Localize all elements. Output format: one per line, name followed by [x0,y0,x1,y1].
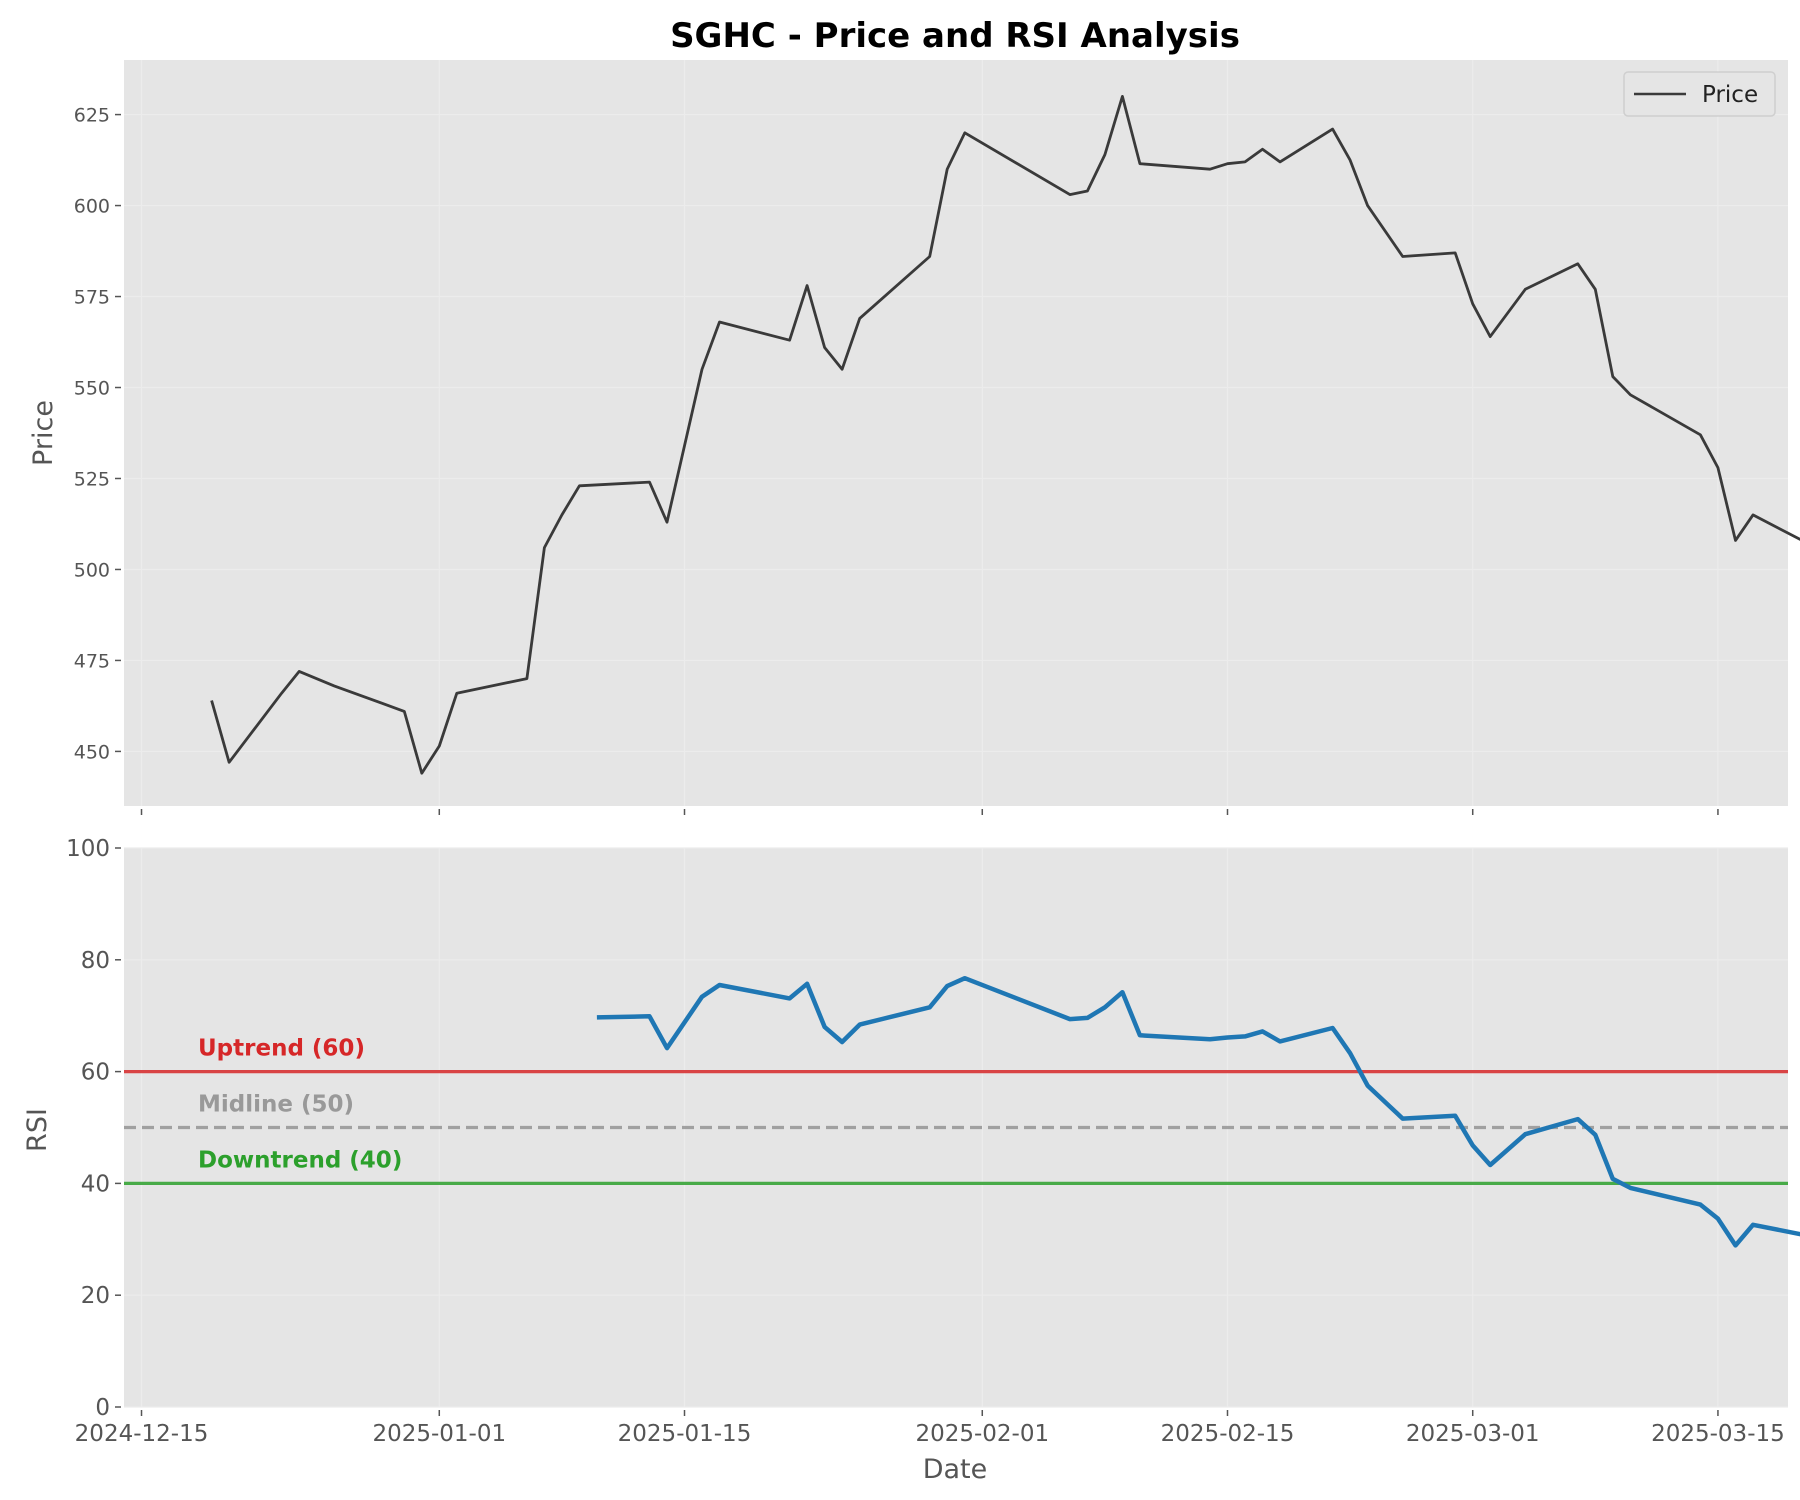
price-line [210,95,1800,775]
price-y-tick-label: 625 [74,105,110,127]
rsi-reference-lines: Uptrend (60) Midline (50) Downtrend (40) [124,1036,1788,1186]
rsi-x-tick-label: 2025-03-01 [1406,1421,1540,1447]
legend-label-price: Price [1702,82,1758,108]
price-panel: 450 475 500 525 550 575 600 625 Price Price [28,60,1800,815]
rsi-y-tick-label: 40 [81,1171,110,1197]
price-series [210,95,1800,775]
rsi-y-axis-label: RSI [22,1108,53,1152]
rsi-panel: 0 20 40 60 80 100 2024-12-15 2025-01-01 2025-01… [22,836,1800,1485]
price-x-ticks [140,809,1719,815]
rsi-x-tick-label: 2024-12-15 [75,1421,209,1447]
rsi-reference-label: Midline (50) [198,1092,354,1118]
rsi-y-tick-label: 0 [95,1395,110,1421]
price-plot-area [124,60,1788,806]
price-legend: Price [1623,71,1776,117]
price-y-tick-label: 600 [74,196,110,218]
price-y-ticks: 450 475 500 525 550 575 600 625 [74,105,121,763]
rsi-y-tick-label: 20 [81,1283,110,1309]
price-y-tick-label: 575 [74,287,110,309]
rsi-series [596,975,1800,1248]
rsi-line [596,975,1800,1248]
rsi-x-ticks: 2024-12-15 2025-01-01 2025-01-15 2025-02-01… [75,1410,1785,1447]
price-y-tick-label: 475 [74,650,110,672]
rsi-y-tick-label: 60 [81,1060,110,1086]
legend-frame [1623,71,1776,117]
price-y-tick-label: 450 [74,741,110,763]
rsi-y-tick-label: 80 [81,948,110,974]
rsi-reference-label: Downtrend (40) [198,1147,402,1173]
price-y-axis-label: Price [28,400,59,466]
rsi-x-tick-label: 2025-02-01 [915,1421,1049,1447]
rsi-y-tick-label: 100 [66,836,110,862]
rsi-x-axis-label: Date [923,1454,988,1485]
rsi-x-tick-label: 2025-03-15 [1651,1421,1785,1447]
rsi-x-tick-label: 2025-01-01 [372,1421,506,1447]
price-y-tick-label: 550 [74,378,110,400]
chart-title: SGHC - Price and RSI Analysis [670,16,1240,56]
rsi-x-tick-label: 2025-02-15 [1161,1421,1295,1447]
price-y-tick-label: 500 [74,559,110,581]
rsi-y-ticks: 0 20 40 60 80 100 [66,836,121,1421]
rsi-x-tick-label: 2025-01-15 [618,1421,752,1447]
rsi-reference-label: Uptrend (60) [198,1036,365,1062]
price-y-tick-label: 525 [74,468,110,490]
price-grid [124,60,1788,806]
